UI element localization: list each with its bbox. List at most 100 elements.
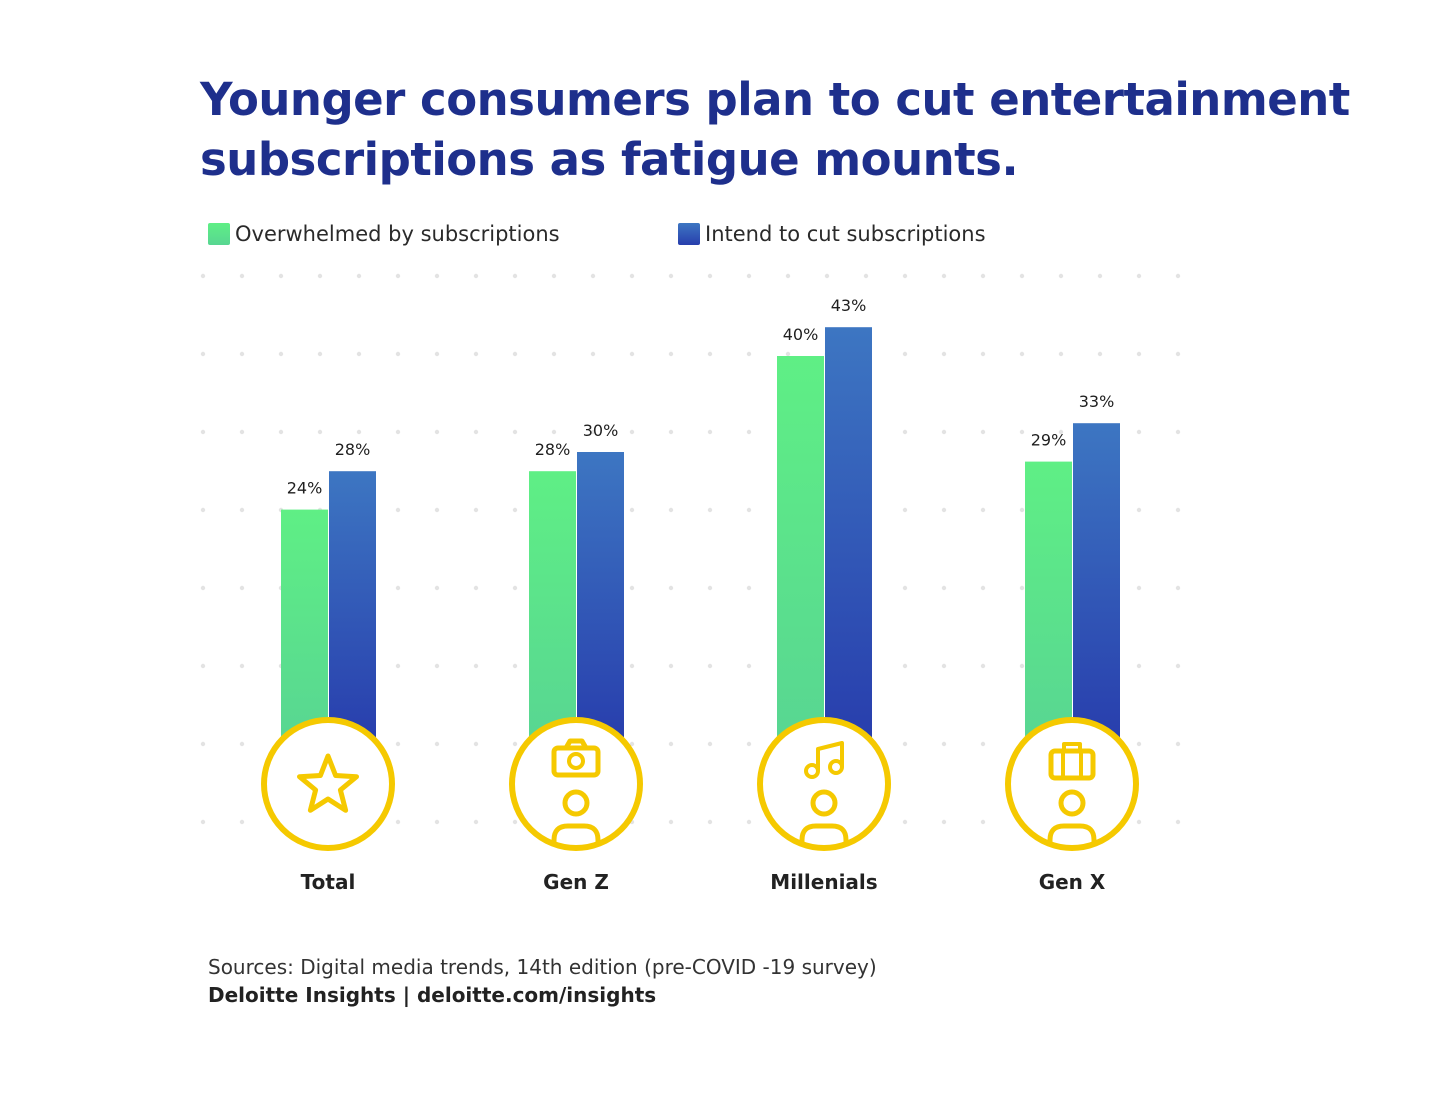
grid-dot: [668, 663, 674, 669]
grid-dot: [1175, 429, 1181, 435]
grid-dot: [473, 351, 479, 357]
grid-dot: [200, 585, 206, 591]
grid-dot: [1097, 273, 1103, 279]
grid-dot: [239, 585, 245, 591]
grid-dot: [512, 663, 518, 669]
grid-dot: [746, 819, 752, 825]
grid-dot: [239, 663, 245, 669]
grid-dot: [473, 585, 479, 591]
grid-dot: [707, 585, 713, 591]
grid-dot: [980, 273, 986, 279]
category-label: Gen Z: [543, 870, 609, 894]
grid-dot: [395, 663, 401, 669]
grid-dot: [434, 351, 440, 357]
grid-dot: [512, 273, 518, 279]
grid-dot: [395, 507, 401, 513]
grid-dot: [746, 351, 752, 357]
grid-dot: [590, 351, 596, 357]
grid-dot: [1175, 741, 1181, 747]
category-label: Millenials: [770, 870, 877, 894]
grid-dot: [707, 429, 713, 435]
grid-dot: [1019, 507, 1025, 513]
grid-dot: [512, 585, 518, 591]
grid-dot: [746, 273, 752, 279]
grid-dot: [1175, 507, 1181, 513]
grid-dot: [590, 429, 596, 435]
bar-value-label: 30%: [583, 421, 619, 440]
bar-value-label: 40%: [783, 325, 819, 344]
grid-dot: [629, 429, 635, 435]
grid-dot: [395, 585, 401, 591]
grid-dot: [746, 507, 752, 513]
brand-credit: Deloitte Insights | deloitte.com/insight…: [208, 983, 657, 1007]
grid-dot: [980, 507, 986, 513]
grid-dot: [902, 741, 908, 747]
grid-dot: [941, 351, 947, 357]
grid-dot: [434, 273, 440, 279]
grid-dot: [512, 429, 518, 435]
legend-item-intend-cut: Intend to cut subscriptions: [678, 220, 986, 248]
grid-dot: [356, 273, 362, 279]
bar-chart: 24% 28% 28% 30% 40% 43% 29% 33% Total Gen Z Mille…: [200, 273, 1181, 894]
grid-dot: [317, 351, 323, 357]
icon-ring: [261, 717, 395, 851]
grid-dot: [1175, 351, 1181, 357]
grid-dot: [707, 273, 713, 279]
bar-overwhelmed-3: [1025, 461, 1072, 740]
sources-note: Sources: Digital media trends, 14th edit…: [208, 955, 877, 979]
grid-dot: [239, 819, 245, 825]
grid-dot: [941, 663, 947, 669]
grid-dot: [980, 741, 986, 747]
bar-value-label: 28%: [335, 440, 371, 459]
grid-dot: [1019, 273, 1025, 279]
grid-dot: [1175, 819, 1181, 825]
grid-dot: [200, 507, 206, 513]
grid-dot: [512, 741, 518, 747]
grid-dot: [629, 507, 635, 513]
grid-dot: [1019, 429, 1025, 435]
icons-layer: [261, 717, 1139, 851]
icon-ring: [1005, 717, 1139, 851]
chart-title: Younger consumers plan to cut entertainm…: [200, 73, 1350, 186]
bar-overwhelmed-0: [281, 509, 328, 740]
grid-dot: [200, 273, 206, 279]
grid-dot: [278, 273, 284, 279]
grid-dot: [395, 351, 401, 357]
grid-dot: [1019, 585, 1025, 591]
legend-item-overwhelmed: Overwhelmed by subscriptions: [208, 220, 560, 248]
grid-dot: [902, 819, 908, 825]
grid-dot: [902, 507, 908, 513]
grid-dot: [200, 663, 206, 669]
grid-dot: [434, 429, 440, 435]
grid-dot: [668, 351, 674, 357]
grid-dot: [1175, 663, 1181, 669]
grid-dot: [200, 741, 206, 747]
grid-dot: [473, 507, 479, 513]
grid-dot: [980, 429, 986, 435]
grid-dot: [356, 429, 362, 435]
grid-dot: [629, 741, 635, 747]
briefcase-person-icon: [1005, 717, 1139, 851]
bar-overwhelmed-2: [777, 356, 824, 740]
grid-dot: [1019, 351, 1025, 357]
grid-dot: [473, 819, 479, 825]
grid-dot: [1136, 819, 1142, 825]
grid-dot: [902, 351, 908, 357]
bar-overwhelmed-1: [529, 471, 576, 740]
grid-dot: [707, 507, 713, 513]
grid-dot: [239, 273, 245, 279]
grid-dot: [629, 273, 635, 279]
grid-dot: [1136, 429, 1142, 435]
grid-dot: [941, 429, 947, 435]
legend-swatch-green: [208, 223, 230, 245]
grid-dot: [473, 273, 479, 279]
category-label: Gen X: [1039, 870, 1106, 894]
grid-dot: [1058, 429, 1064, 435]
legend-swatch-blue: [678, 223, 700, 245]
bar-intend-cut-2: [825, 327, 872, 740]
grid-dot: [746, 429, 752, 435]
grid-dot: [395, 273, 401, 279]
grid-dot: [512, 351, 518, 357]
grid-dot: [707, 741, 713, 747]
category-label: Total: [301, 870, 356, 894]
